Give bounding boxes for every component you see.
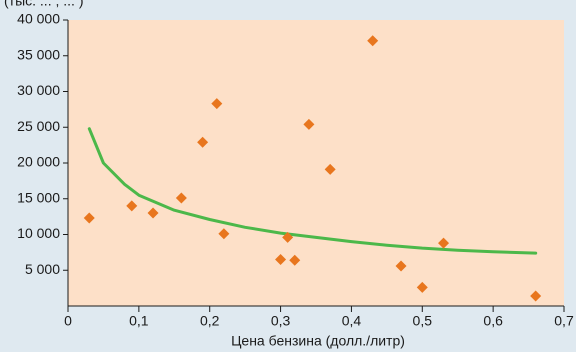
- data-points: [83, 35, 542, 302]
- y-tick-label: 5 000: [25, 261, 60, 277]
- x-tick-label: 0,2: [200, 313, 220, 329]
- data-point: [275, 254, 287, 266]
- y-tick-label: 35 000: [17, 46, 60, 62]
- x-tick-label: 0,3: [271, 313, 291, 329]
- data-point: [147, 207, 159, 219]
- x-tick-label: 0: [64, 313, 72, 329]
- y-axis-title: (тыс. ... ; ... ): [4, 0, 83, 9]
- x-axis-title: Цена бензина (долл./литр): [231, 333, 405, 349]
- data-point: [126, 200, 138, 212]
- data-point: [211, 98, 223, 110]
- data-point: [367, 35, 379, 47]
- y-ticks: 5 000 10 000 15 000 20 000 25 000 30 000 35 00…: [17, 11, 68, 277]
- x-tick-label: 0,4: [342, 313, 362, 329]
- plot-area: [68, 20, 564, 306]
- data-point: [438, 237, 450, 249]
- x-ticks: 0 0,1 0,2 0,3 0,4 0,5 0,6 0,7: [64, 306, 574, 329]
- y-tick-label: 40 000: [17, 11, 60, 27]
- data-point: [218, 228, 230, 240]
- data-point: [282, 231, 294, 243]
- y-tick-label: 10 000: [17, 225, 60, 241]
- y-tick-label: 30 000: [17, 82, 60, 98]
- y-tick-label: 25 000: [17, 118, 60, 134]
- data-point: [83, 212, 95, 224]
- data-point: [416, 281, 428, 293]
- data-point: [197, 136, 209, 148]
- x-tick-label: 0,5: [413, 313, 433, 329]
- y-tick-label: 20 000: [17, 154, 60, 170]
- data-point: [289, 254, 301, 266]
- x-tick-label: 0,1: [129, 313, 149, 329]
- data-point: [303, 118, 315, 130]
- data-point: [324, 163, 336, 175]
- trend-line: [87, 127, 538, 255]
- x-tick-label: 0,6: [483, 313, 503, 329]
- data-point: [175, 192, 187, 204]
- data-point: [395, 260, 407, 272]
- data-point: [530, 290, 542, 302]
- y-tick-label: 15 000: [17, 189, 60, 205]
- x-tick-label: 0,7: [554, 313, 574, 329]
